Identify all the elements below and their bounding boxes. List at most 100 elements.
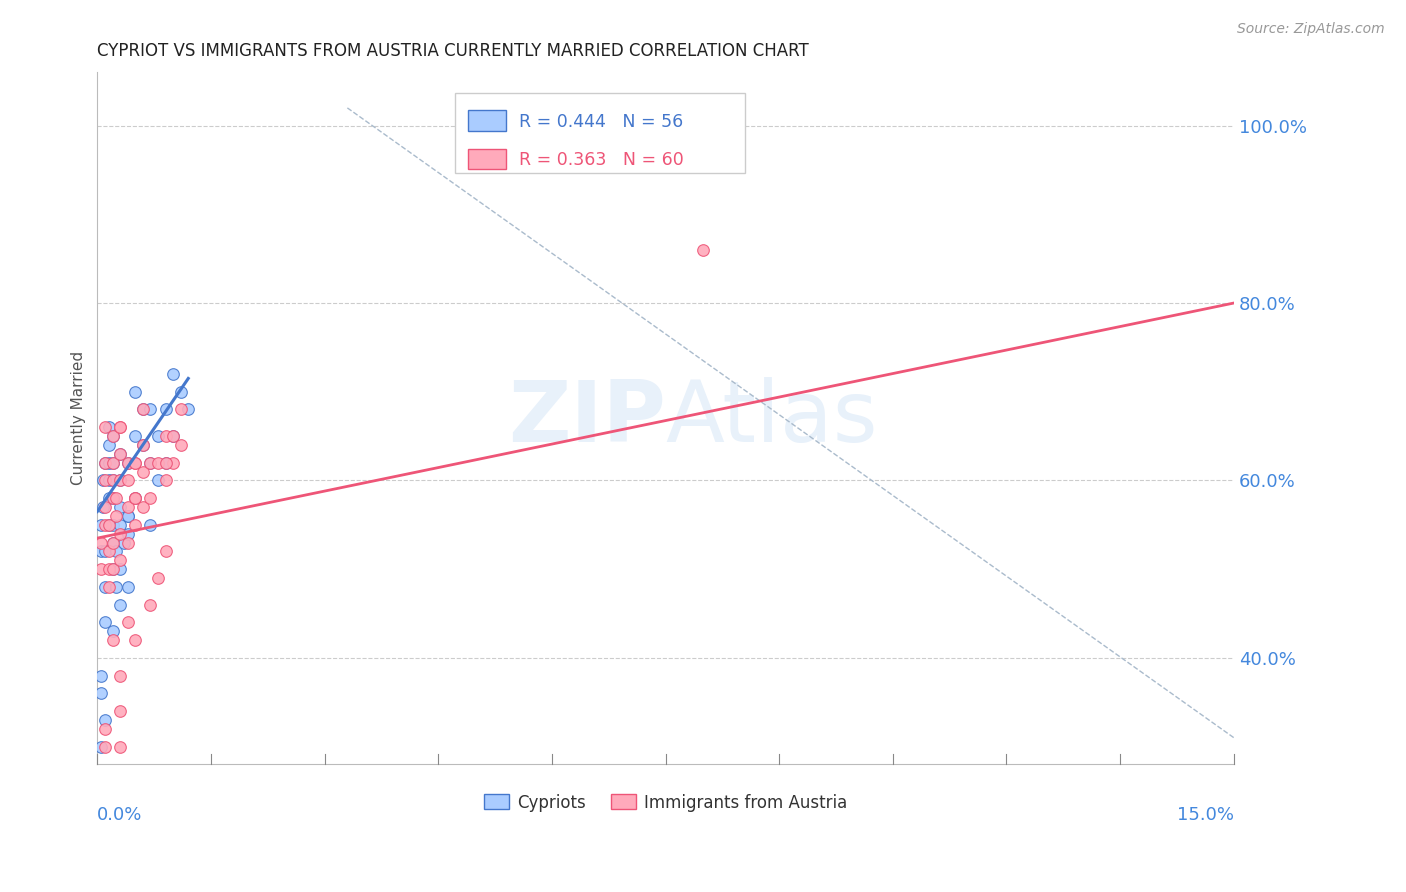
FancyBboxPatch shape [468, 149, 506, 169]
Point [155, 402, 177, 417]
Point [117, 456, 139, 470]
Point [146, 456, 169, 470]
Point [117, 508, 139, 523]
Point [139, 491, 162, 505]
Point [94, 474, 117, 488]
Y-axis label: Currently Married: Currently Married [72, 351, 86, 485]
Point [101, 535, 124, 549]
Point [108, 517, 131, 532]
Point [146, 429, 169, 443]
Point [108, 447, 131, 461]
Point [101, 456, 124, 470]
Point [117, 474, 139, 488]
Point [97, 517, 120, 532]
Point [97, 474, 120, 488]
Point [117, 580, 139, 594]
Point [101, 429, 124, 443]
Point [170, 402, 193, 417]
Point [94, 456, 117, 470]
Point [101, 535, 124, 549]
Point [132, 402, 155, 417]
Point [177, 402, 200, 417]
FancyBboxPatch shape [468, 111, 506, 131]
Point [101, 474, 124, 488]
Point [117, 526, 139, 541]
Point [108, 704, 131, 718]
Point [155, 456, 177, 470]
Point [90, 517, 112, 532]
Point [97, 420, 120, 434]
Point [101, 429, 124, 443]
Point [139, 456, 162, 470]
Point [97, 544, 120, 558]
Point [94, 722, 117, 736]
Point [94, 517, 117, 532]
Text: 15.0%: 15.0% [1177, 805, 1234, 824]
Point [97, 438, 120, 452]
Point [170, 384, 193, 399]
Point [108, 500, 131, 514]
Point [155, 456, 177, 470]
Point [146, 571, 169, 585]
Point [117, 535, 139, 549]
Point [97, 491, 120, 505]
Point [155, 474, 177, 488]
Point [132, 402, 155, 417]
Point [162, 429, 184, 443]
Point [94, 580, 117, 594]
Text: Atlas: Atlas [665, 376, 879, 460]
Point [155, 429, 177, 443]
Point [101, 562, 124, 576]
Point [108, 668, 131, 682]
Point [170, 438, 193, 452]
Point [124, 456, 146, 470]
Point [105, 491, 128, 505]
Point [108, 474, 131, 488]
Point [112, 535, 135, 549]
Point [94, 456, 117, 470]
Point [90, 686, 112, 700]
Point [101, 517, 124, 532]
Text: R = 0.363   N = 60: R = 0.363 N = 60 [519, 152, 683, 169]
Text: CYPRIOT VS IMMIGRANTS FROM AUSTRIA CURRENTLY MARRIED CORRELATION CHART: CYPRIOT VS IMMIGRANTS FROM AUSTRIA CURRE… [97, 42, 808, 60]
Point [94, 615, 117, 630]
Point [124, 491, 146, 505]
Point [97, 517, 120, 532]
Point [108, 598, 131, 612]
Point [94, 739, 117, 754]
Point [139, 598, 162, 612]
Point [124, 456, 146, 470]
Point [146, 474, 169, 488]
Point [132, 438, 155, 452]
Point [162, 456, 184, 470]
Point [124, 429, 146, 443]
Point [108, 739, 131, 754]
Text: R = 0.444   N = 56: R = 0.444 N = 56 [519, 113, 683, 131]
Legend: Cypriots, Immigrants from Austria: Cypriots, Immigrants from Austria [477, 787, 853, 818]
Point [101, 456, 124, 470]
Point [90, 668, 112, 682]
Point [108, 474, 131, 488]
Point [139, 456, 162, 470]
Point [97, 562, 120, 576]
Point [117, 456, 139, 470]
Point [101, 491, 124, 505]
Point [108, 420, 131, 434]
Point [94, 544, 117, 558]
Point [101, 474, 124, 488]
Point [108, 562, 131, 576]
Point [97, 456, 120, 470]
Point [124, 517, 146, 532]
Point [94, 500, 117, 514]
Point [139, 517, 162, 532]
Point [108, 526, 131, 541]
Point [94, 713, 117, 727]
Point [94, 420, 117, 434]
Point [117, 500, 139, 514]
Point [101, 633, 124, 648]
Point [101, 491, 124, 505]
Point [124, 633, 146, 648]
Point [90, 544, 112, 558]
Point [124, 384, 146, 399]
Point [90, 739, 112, 754]
